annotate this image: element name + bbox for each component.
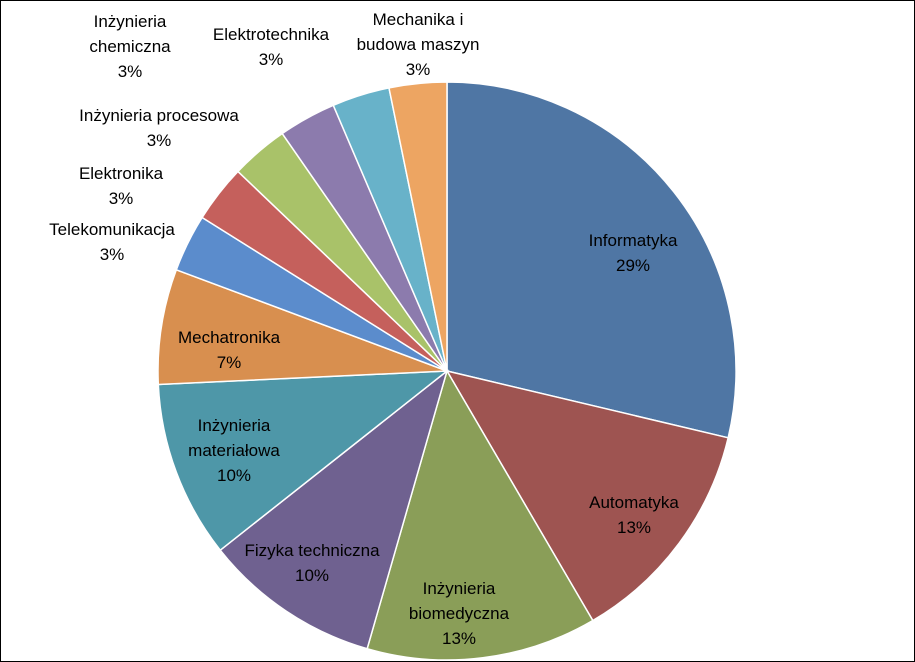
pie-slice-2 xyxy=(366,369,594,661)
slice-label-1: Automatyka 13% xyxy=(589,493,679,537)
pie-slice-0 xyxy=(446,81,737,439)
slice-percent: 13% xyxy=(442,629,476,648)
slice-percent: 3% xyxy=(147,131,172,150)
pie-slice-5 xyxy=(157,268,448,386)
slice-name-line: Inżynieria procesowa xyxy=(79,106,239,125)
slice-name-line: Informatyka xyxy=(589,231,678,250)
slice-label-5: Mechatronika 7% xyxy=(178,328,281,372)
slice-name-line: chemiczna xyxy=(89,37,171,56)
slice-percent: 3% xyxy=(118,62,143,81)
pie-slice-4 xyxy=(157,370,450,552)
pie-slice-3 xyxy=(219,368,449,650)
slice-name-line: Mechanika i xyxy=(373,10,464,29)
slice-name-line: Telekomunikacja xyxy=(49,220,175,239)
slice-name-line: Elektrotechnika xyxy=(213,25,330,44)
slice-label-9: Inżynieria chemiczna 3% xyxy=(89,12,171,81)
slice-percent: 10% xyxy=(295,566,329,585)
slice-name-line: Inżynieria xyxy=(198,416,271,435)
slice-name-line: biomedyczna xyxy=(409,604,510,623)
pie-slice-1 xyxy=(445,369,730,622)
slice-percent: 3% xyxy=(100,245,125,264)
slice-name-line: Inżynieria xyxy=(423,579,496,598)
slice-percent: 13% xyxy=(617,518,651,537)
pie-slice-11 xyxy=(388,81,448,372)
slice-label-8: Inżynieria procesowa 3% xyxy=(79,106,239,150)
slice-label-0: Informatyka 29% xyxy=(589,231,678,275)
slice-label-3: Fizyka techniczna 10% xyxy=(244,541,380,585)
slice-percent: 29% xyxy=(616,256,650,275)
slice-label-6: Telekomunikacja 3% xyxy=(49,220,175,264)
slice-name-line: Automatyka xyxy=(589,493,679,512)
slice-name-line: Elektronika xyxy=(79,164,164,183)
slice-label-7: Elektronika 3% xyxy=(79,164,164,208)
slice-name-line: materiałowa xyxy=(188,441,280,460)
slice-percent: 3% xyxy=(406,60,431,79)
slice-label-2: Inżynieria biomedyczna 13% xyxy=(409,579,510,648)
slice-name-line: Inżynieria xyxy=(94,12,167,31)
slice-name-line: Fizyka techniczna xyxy=(244,541,380,560)
slice-percent: 7% xyxy=(217,353,242,372)
slice-label-4: Inżynieria materiałowa 10% xyxy=(188,416,280,485)
slice-name-line: Mechatronika xyxy=(178,328,281,347)
pie-labels: Informatyka 29% Automatyka 13% Inżynieria bio… xyxy=(49,10,679,648)
slice-percent: 3% xyxy=(109,189,134,208)
slice-name-line: budowa maszyn xyxy=(357,35,480,54)
slice-label-11: Mechanika i budowa maszyn 3% xyxy=(357,10,480,79)
slice-percent: 10% xyxy=(217,466,251,485)
slice-percent: 3% xyxy=(259,50,284,69)
pie-slices xyxy=(157,81,737,661)
slice-label-10: Elektrotechnika 3% xyxy=(213,25,330,69)
